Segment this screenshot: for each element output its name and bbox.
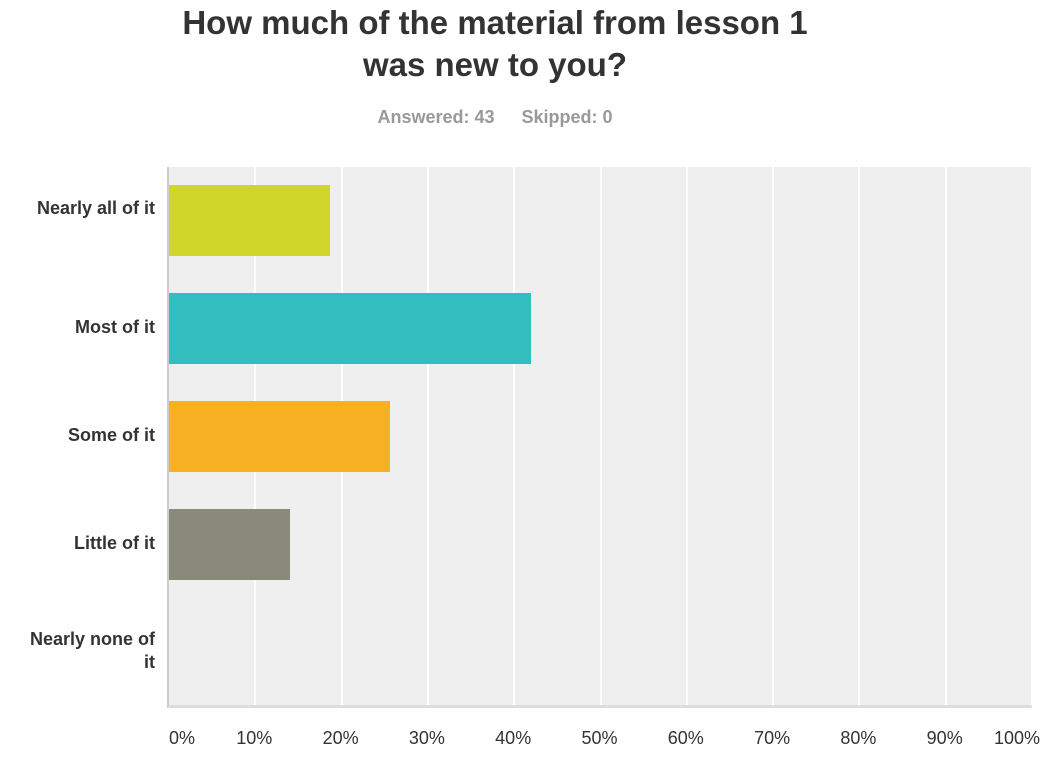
response-stats: Answered: 43 Skipped: 0	[0, 107, 990, 128]
plot-area	[167, 167, 1033, 708]
gridline	[426, 167, 429, 705]
bar-1[interactable]	[169, 293, 531, 364]
x-tick-label: 90%	[926, 728, 963, 748]
x-tick-label: 40%	[495, 728, 532, 748]
title-line-1: How much of the material from lesson 1	[182, 4, 808, 41]
x-tick-label: 100%	[993, 728, 1041, 748]
bar-3[interactable]	[169, 509, 290, 580]
x-tick-label: 10%	[236, 728, 273, 748]
skipped-count: Skipped: 0	[521, 107, 613, 127]
category-label: Some of it	[67, 425, 155, 445]
x-tick-label: 30%	[408, 728, 445, 748]
gridline	[599, 167, 602, 705]
gridline	[1031, 167, 1033, 705]
gridline	[513, 167, 516, 705]
category-label: Nearly none of it	[29, 629, 155, 672]
category-label: Most of it	[75, 317, 155, 337]
gridline	[944, 167, 947, 705]
chart-title: How much of the material from lesson 1 w…	[0, 2, 990, 86]
x-tick-label: 70%	[754, 728, 791, 748]
title-line-2: was new to you?	[362, 46, 628, 83]
x-tick-label: 80%	[840, 728, 877, 748]
x-tick-label: 0%	[168, 728, 196, 748]
x-tick-label: 20%	[322, 728, 359, 748]
gridline	[772, 167, 775, 705]
bar-2[interactable]	[169, 401, 390, 472]
bar-0[interactable]	[169, 185, 330, 256]
category-label: Little of it	[74, 533, 155, 553]
x-tick-label: 60%	[667, 728, 704, 748]
gridline	[858, 167, 861, 705]
x-tick-label: 50%	[581, 728, 618, 748]
answered-count: Answered: 43	[377, 107, 495, 127]
gridline	[685, 167, 688, 705]
category-label: Nearly all of it	[36, 198, 155, 218]
